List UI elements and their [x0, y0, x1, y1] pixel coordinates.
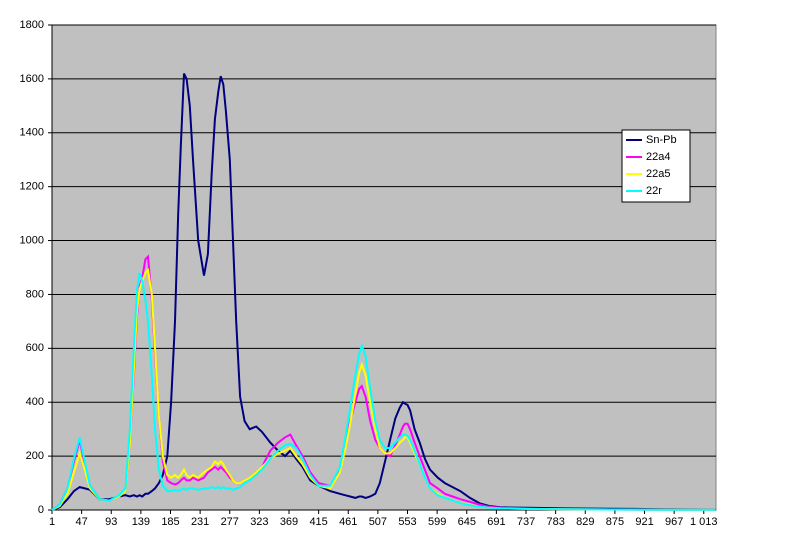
y-tick-label: 1600: [20, 73, 44, 85]
x-tick-label: 185: [161, 516, 179, 528]
x-tick-label: 691: [487, 516, 505, 528]
x-tick-label: 967: [665, 516, 683, 528]
x-tick-label: 47: [76, 516, 88, 528]
y-tick-label: 200: [26, 450, 44, 462]
x-tick-label: 1 013: [690, 516, 718, 528]
x-tick-label: 1: [49, 516, 55, 528]
x-tick-label: 369: [280, 516, 298, 528]
x-tick-label: 415: [309, 516, 327, 528]
x-tick-label: 783: [546, 516, 564, 528]
x-tick-label: 93: [105, 516, 117, 528]
x-tick-label: 737: [517, 516, 535, 528]
x-tick-label: 645: [458, 516, 476, 528]
y-tick-label: 1200: [20, 181, 44, 193]
x-tick-label: 139: [132, 516, 150, 528]
x-tick-label: 875: [606, 516, 624, 528]
plot-area: [51, 24, 717, 511]
legend-label: 22a4: [646, 151, 670, 163]
series-line: [51, 272, 716, 511]
x-tick-label: 507: [369, 516, 387, 528]
y-tick-label: 0: [38, 504, 44, 516]
y-tick-label: 400: [26, 396, 44, 408]
x-tick-label: 461: [339, 516, 357, 528]
x-tick-label: 829: [576, 516, 594, 528]
x-tick-label: 553: [398, 516, 416, 528]
series-line: [51, 73, 716, 511]
y-tick-label: 1800: [20, 19, 44, 31]
x-tick-label: 921: [635, 516, 653, 528]
y-tick-label: 800: [26, 288, 44, 300]
legend-label: 22r: [646, 185, 662, 197]
x-tick-label: 323: [250, 516, 268, 528]
y-tick-label: 1000: [20, 234, 44, 246]
x-tick-label: 277: [221, 516, 239, 528]
y-tick-label: 600: [26, 342, 44, 354]
y-tick-label: 1400: [20, 127, 44, 139]
x-tick-label: 231: [191, 516, 209, 528]
x-tick-label: 599: [428, 516, 446, 528]
legend-label: Sn-Pb: [646, 134, 677, 146]
legend-label: 22a5: [646, 168, 670, 180]
